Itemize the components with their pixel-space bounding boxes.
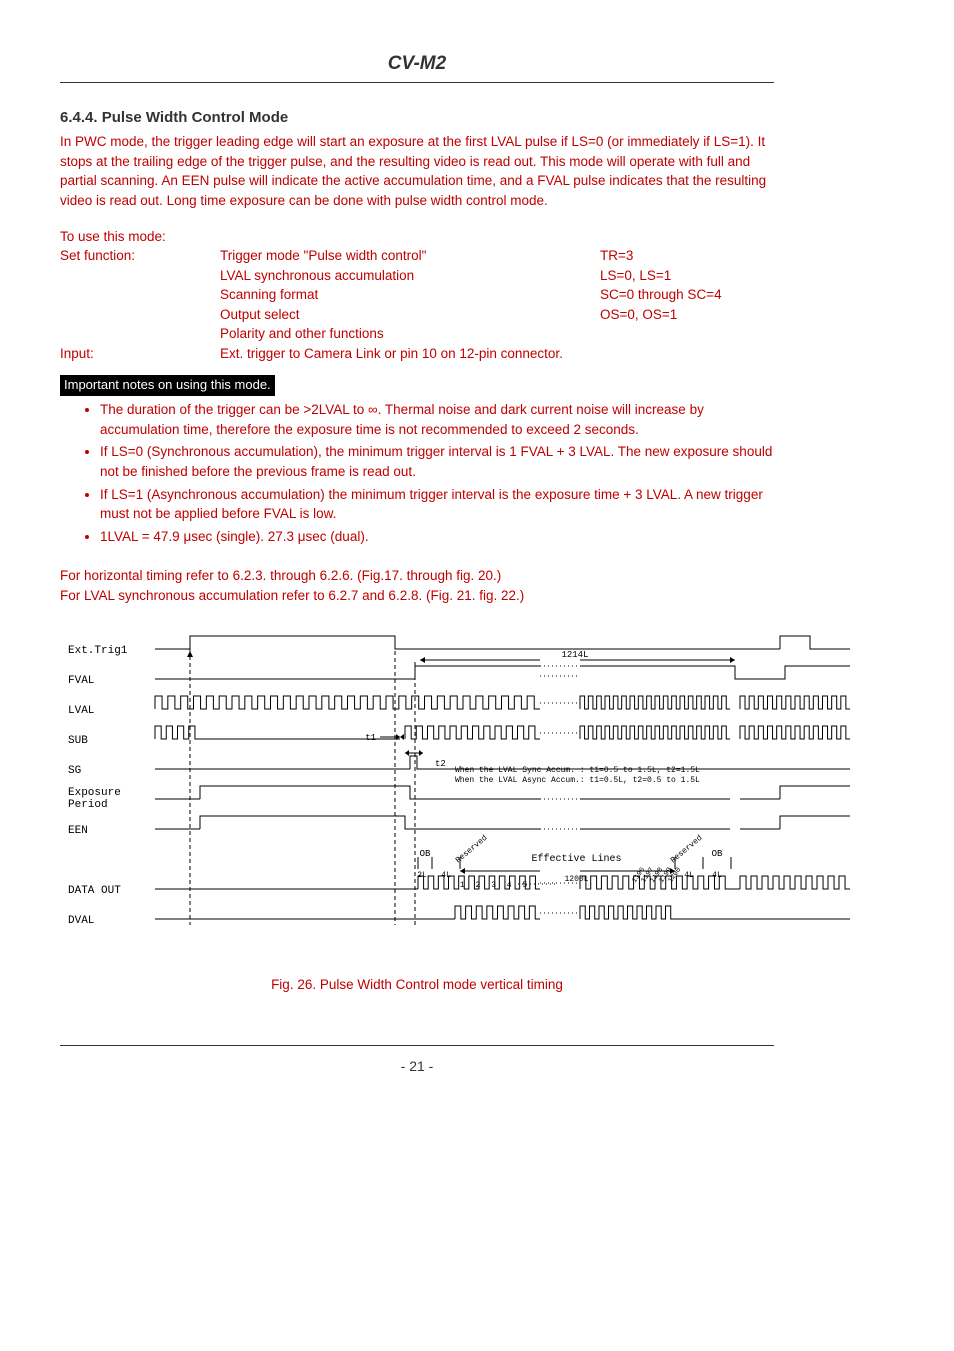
to-use-label: To use this mode: bbox=[60, 227, 220, 247]
notes-list: The duration of the trigger can be >2LVA… bbox=[80, 400, 774, 546]
svg-text:When the LVAL Async Accum.: t1: When the LVAL Async Accum.: t1=0.5L, t2=… bbox=[455, 776, 700, 785]
settings-block: To use this mode: Set function: Trigger … bbox=[60, 227, 774, 364]
svg-text:Ext.Trig1: Ext.Trig1 bbox=[68, 645, 128, 657]
setting-polarity: Polarity and other functions bbox=[220, 324, 600, 344]
intro-paragraph: In PWC mode, the trigger leading edge wi… bbox=[60, 132, 774, 210]
setting-lval-sync: LVAL synchronous accumulation bbox=[220, 266, 600, 286]
figure-caption: Fig. 26. Pulse Width Control mode vertic… bbox=[60, 975, 774, 995]
svg-text:Reserved: Reserved bbox=[669, 834, 704, 866]
note-item: If LS=1 (Asynchronous accumulation) the … bbox=[100, 485, 774, 524]
input-value: Ext. trigger to Camera Link or pin 10 on… bbox=[220, 344, 760, 364]
setting-sc: SC=0 through SC=4 bbox=[600, 285, 722, 305]
svg-text:Exposure: Exposure bbox=[68, 787, 121, 799]
setting-ls: LS=0, LS=1 bbox=[600, 266, 671, 286]
notes-header: Important notes on using this mode. bbox=[60, 375, 275, 396]
ref-line: For LVAL synchronous accumulation refer … bbox=[60, 586, 774, 606]
setting-trigger-mode: Trigger mode "Pulse width control" bbox=[220, 246, 600, 266]
svg-text:Effective Lines: Effective Lines bbox=[531, 853, 621, 865]
setting-scanning: Scanning format bbox=[220, 285, 600, 305]
svg-text:SG: SG bbox=[68, 765, 81, 777]
setting-tr: TR=3 bbox=[600, 246, 633, 266]
note-item: The duration of the trigger can be >2LVA… bbox=[100, 400, 774, 439]
page-header: CV-M2 bbox=[60, 50, 774, 83]
note-item: If LS=0 (Synchronous accumulation), the … bbox=[100, 442, 774, 481]
svg-text:OB: OB bbox=[712, 849, 723, 859]
svg-text:OB: OB bbox=[420, 849, 431, 859]
svg-text:Reserved: Reserved bbox=[454, 834, 489, 866]
refs-block: For horizontal timing refer to 6.2.3. th… bbox=[60, 566, 774, 605]
set-function-label: Set function: bbox=[60, 246, 220, 266]
svg-text:t2: t2 bbox=[435, 759, 446, 769]
svg-text:EEN: EEN bbox=[68, 825, 88, 837]
section-title: 6.4.4. Pulse Width Control Mode bbox=[60, 107, 774, 129]
setting-os: OS=0, OS=1 bbox=[600, 305, 677, 325]
input-label: Input: bbox=[60, 344, 220, 364]
svg-text:FVAL: FVAL bbox=[68, 675, 94, 687]
setting-output: Output select bbox=[220, 305, 600, 325]
page-footer: - 21 - bbox=[60, 1045, 774, 1076]
svg-text:LVAL: LVAL bbox=[68, 705, 94, 717]
svg-text:t1: t1 bbox=[365, 733, 376, 743]
svg-text:SUB: SUB bbox=[68, 735, 88, 747]
timing-diagram: Ext.Trig1 FVAL LVAL SUB SG ExposurePeriod EEN D… bbox=[60, 631, 774, 957]
ref-line: For horizontal timing refer to 6.2.3. th… bbox=[60, 566, 774, 586]
svg-text:When the LVAL Sync Accum. : t1: When the LVAL Sync Accum. : t1=0.5 to 1.… bbox=[455, 766, 700, 775]
svg-text:DVAL: DVAL bbox=[68, 915, 94, 927]
svg-text:1214L: 1214L bbox=[561, 650, 588, 660]
note-item: 1LVAL = 47.9 μsec (single). 27.3 μsec (d… bbox=[100, 527, 774, 547]
svg-text:DATA OUT: DATA OUT bbox=[68, 885, 121, 897]
svg-text:Period: Period bbox=[68, 799, 108, 811]
